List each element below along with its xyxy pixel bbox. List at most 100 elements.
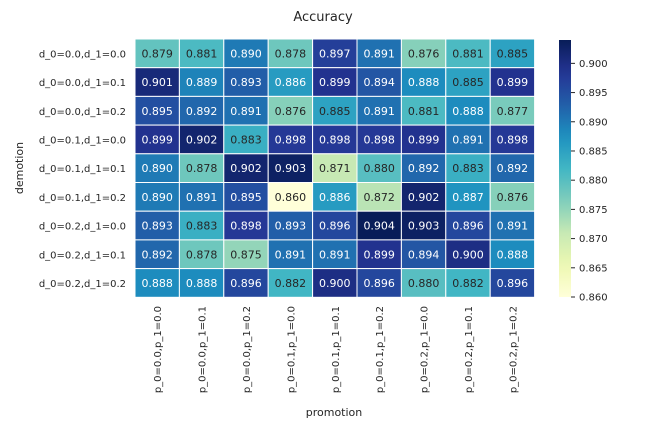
y-tick-label: d_0=0.1,d_1=0.0 [39, 135, 126, 146]
cell-value-r7-c6: 0.894 [408, 248, 440, 261]
cell-value-r5-c4: 0.886 [319, 191, 351, 204]
cell-value-r5-c3: 0.860 [275, 191, 307, 204]
y-axis-label: demotion [13, 142, 26, 194]
cell-value-r7-c2: 0.875 [230, 248, 262, 261]
cell-value-r1-c6: 0.888 [408, 76, 440, 89]
y-tick-label: d_0=0.1,d_1=0.2 [39, 193, 126, 204]
cell-value-r4-c5: 0.880 [363, 162, 395, 175]
cell-value-r0-c0: 0.879 [141, 47, 173, 60]
y-tick-labels: d_0=0.0,d_1=0.0 d_0=0.0,d_1=0.1 d_0=0.0,d_… [39, 49, 126, 290]
cell-value-r3-c1: 0.902 [186, 133, 218, 146]
heatmap-cell-r4-c8 [489, 153, 536, 184]
x-tick-label: p_0=0.2,p_1=0.1 [464, 306, 475, 393]
cell-value-r0-c7: 0.881 [452, 47, 484, 60]
cell-value-r1-c7: 0.885 [452, 76, 484, 89]
cell-value-r8-c6: 0.880 [408, 277, 440, 290]
x-tick-label: p_0=0.1,p_1=0.2 [375, 306, 386, 393]
cell-value-r5-c5: 0.872 [363, 191, 395, 204]
heatmap-cell-r7-c3 [267, 239, 314, 270]
cell-value-r1-c8: 0.899 [497, 76, 529, 89]
cell-value-r2-c6: 0.881 [408, 105, 440, 118]
heatmap-cell-r2-c4 [312, 95, 358, 126]
colorbar-tick-label: 0.880 [579, 176, 608, 187]
heatmap-cell-r7-c4 [312, 239, 358, 270]
heatmap-cell-r3-c1 [178, 124, 225, 155]
cell-value-r8-c1: 0.888 [186, 277, 218, 290]
cell-value-r6-c7: 0.896 [452, 220, 484, 233]
heatmap-cell-r7-c5 [356, 239, 402, 270]
cell-value-r0-c2: 0.890 [230, 47, 262, 60]
colorbar-tick-label: 0.885 [579, 146, 608, 157]
heatmap-cell-r5-c3 [267, 182, 314, 212]
heatmap-cell-r2-c3 [267, 95, 314, 126]
cell-value-r7-c4: 0.891 [319, 248, 351, 261]
y-tick-label: d_0=0.0,d_1=0.2 [39, 107, 126, 118]
x-tick-label: p_0=0.2,p_1=0.0 [420, 306, 431, 393]
cell-value-r5-c7: 0.887 [452, 191, 484, 204]
y-tick-label: d_0=0.2,d_1=0.1 [39, 250, 126, 261]
cell-value-r8-c5: 0.896 [363, 277, 395, 290]
cell-value-r7-c5: 0.899 [363, 248, 395, 261]
cell-value-r3-c8: 0.898 [497, 133, 529, 146]
colorbar-ticks: 0.860 0.865 0.870 0.875 0.880 0.885 0.890 0.895… [571, 59, 608, 304]
heatmap-cell-r1-c8 [489, 67, 536, 97]
cell-value-r7-c1: 0.878 [186, 248, 218, 261]
heatmap-cell-labels: 0.879 0.881 0.890 0.878 0.897 0.891 0.876 0.881… [141, 47, 528, 290]
y-tick-label: d_0=0.2,d_1=0.0 [39, 222, 126, 233]
heatmap-cell-r8-c0 [134, 268, 180, 298]
cell-value-r7-c8: 0.888 [497, 248, 529, 261]
cell-value-r2-c1: 0.892 [186, 105, 218, 118]
cell-value-r5-c6: 0.902 [408, 191, 440, 204]
cell-value-r4-c1: 0.878 [186, 162, 218, 175]
cell-value-r6-c1: 0.883 [186, 220, 218, 233]
cell-value-r8-c7: 0.882 [452, 277, 484, 290]
heatmap-cell-r3-c8 [489, 124, 536, 155]
cell-value-r0-c8: 0.885 [497, 47, 529, 60]
heatmap-cell-r8-c3 [267, 268, 314, 298]
colorbar-tick-label: 0.895 [579, 88, 608, 99]
heatmap-cell-r6-c4 [312, 210, 358, 241]
cell-value-r8-c0: 0.888 [141, 277, 173, 290]
cell-value-r0-c1: 0.881 [186, 47, 218, 60]
cell-value-r4-c6: 0.892 [408, 162, 440, 175]
colorbar [559, 40, 571, 297]
cell-value-r5-c8: 0.876 [497, 191, 529, 204]
colorbar-tick-label: 0.860 [579, 293, 608, 304]
cell-value-r6-c2: 0.898 [230, 220, 262, 233]
cell-value-r8-c8: 0.896 [497, 277, 529, 290]
heatmap-cell-r7-c0 [134, 239, 180, 270]
colorbar-tick-label: 0.875 [579, 205, 608, 216]
y-tick-label: d_0=0.2,d_1=0.2 [39, 279, 126, 290]
heatmap-cell-r1-c0 [134, 67, 180, 97]
cell-value-r1-c4: 0.899 [319, 76, 351, 89]
heatmap-cell-r8-c4 [312, 268, 358, 298]
cell-value-r6-c8: 0.891 [497, 220, 529, 233]
cell-value-r0-c3: 0.878 [275, 47, 307, 60]
cell-value-r8-c4: 0.900 [319, 277, 351, 290]
y-tick-label: d_0=0.1,d_1=0.1 [39, 164, 126, 175]
cell-value-r4-c4: 0.871 [319, 162, 351, 175]
cell-value-r2-c7: 0.888 [452, 105, 484, 118]
cell-value-r3-c0: 0.899 [141, 133, 173, 146]
cell-value-r2-c2: 0.891 [230, 105, 262, 118]
heatmap-cell-r6-c6 [400, 210, 447, 241]
heatmap-cell-r2-c2 [223, 95, 269, 126]
cell-value-r6-c0: 0.893 [141, 220, 173, 233]
cell-value-r4-c3: 0.903 [275, 162, 307, 175]
x-tick-labels: p_0=0.0,p_1=0.0 p_0=0.0,p_1=0.1 p_0=0.0,p_… [153, 306, 519, 393]
cell-value-r5-c2: 0.895 [230, 191, 262, 204]
cell-value-r1-c3: 0.886 [275, 76, 307, 89]
cell-value-r5-c0: 0.890 [141, 191, 173, 204]
y-tick-label: d_0=0.0,d_1=0.0 [39, 49, 126, 60]
cell-value-r1-c5: 0.894 [363, 76, 395, 89]
heatmap-cell-r5-c1 [178, 182, 225, 212]
cell-value-r4-c8: 0.892 [497, 162, 529, 175]
heatmap-cell-r7-c2 [223, 239, 269, 270]
heatmap-cell-r1-c7 [445, 67, 491, 97]
cell-value-r8-c3: 0.882 [275, 277, 307, 290]
cell-value-r3-c4: 0.898 [319, 133, 351, 146]
heatmap-cell-r7-c8 [489, 239, 536, 270]
heatmap-cells [134, 38, 536, 298]
heatmap-cell-r0-c0 [134, 38, 180, 69]
cell-value-r2-c0: 0.895 [141, 105, 173, 118]
